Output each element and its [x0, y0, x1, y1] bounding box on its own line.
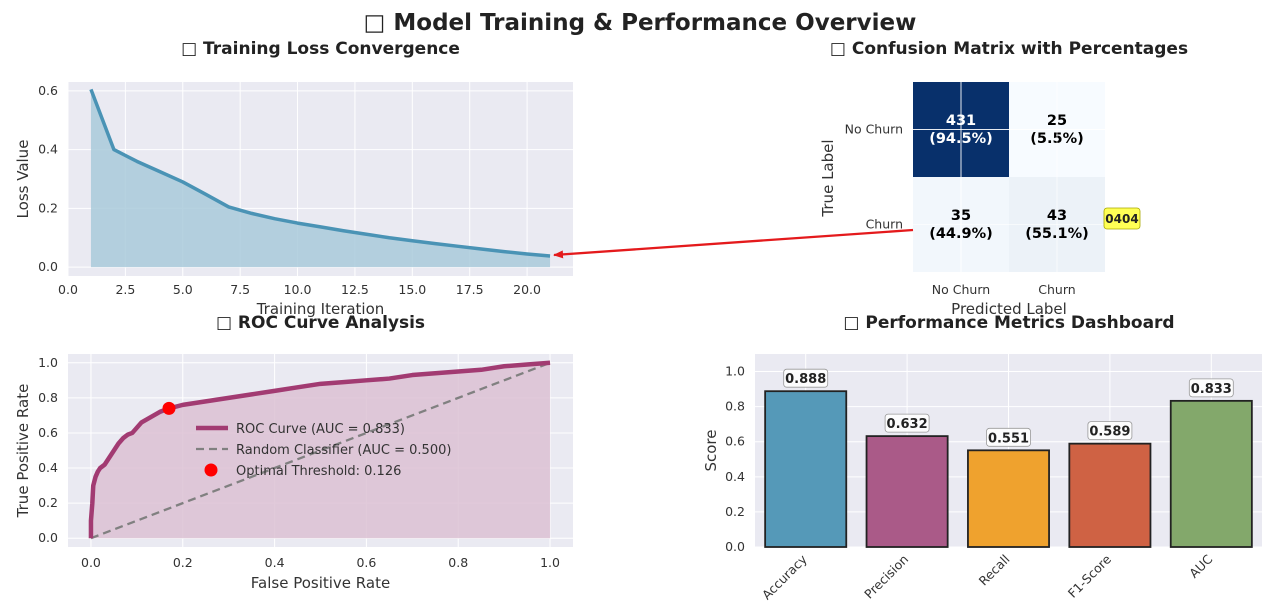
loss-y-tick-label: 0.6: [38, 83, 58, 98]
metric-category-label: Recall: [976, 552, 1013, 589]
loss-x-tick-label: 17.5: [456, 282, 484, 297]
optimal-threshold-point: [162, 401, 176, 415]
roc-title: □ ROC Curve Analysis: [216, 313, 425, 333]
confusion-x-axis-label: Predicted Label: [951, 300, 1067, 318]
loss-x-tick-label: 7.5: [230, 282, 250, 297]
metric-value-label: 0.632: [887, 417, 928, 432]
metrics-y-tick-label: 0.0: [725, 539, 745, 554]
roc-y-tick-label: 0.4: [38, 460, 58, 475]
loss-x-axis-label: Training Iteration: [256, 300, 385, 318]
loss-y-axis-label: Loss Value: [14, 140, 32, 219]
metrics-y-axis-label: Score: [702, 429, 720, 471]
loss-area: [90, 89, 551, 268]
roc-y-tick-label: 0.8: [38, 390, 58, 405]
loss-x-tick-label: 0.0: [58, 282, 78, 297]
legend-optimal-label: Optimal Threshold: 0.126: [236, 464, 401, 479]
loss-x-tick-label: 5.0: [173, 282, 193, 297]
roc-x-tick-label: 0.4: [265, 555, 285, 570]
loss-title: □ Training Loss Convergence: [181, 39, 460, 59]
roc-x-tick-label: 0.0: [81, 555, 101, 570]
roc-x-tick-label: 0.6: [356, 555, 376, 570]
random-classifier-line: [90, 361, 551, 540]
loss-x-tick-label: 12.5: [341, 282, 369, 297]
legend-optimal-swatch: [204, 463, 218, 477]
roc-y-tick-label: 0.2: [38, 495, 58, 510]
metric-value-label: 0.833: [1191, 382, 1232, 397]
metrics-y-tick-label: 0.6: [725, 434, 745, 449]
metric-bar: [967, 449, 1050, 548]
confusion-row-label: No Churn: [845, 122, 903, 137]
confusion-title: □ Confusion Matrix with Percentages: [830, 39, 1188, 59]
loss-y-tick-label: 0.4: [38, 142, 58, 157]
annotation-group: 0404: [553, 207, 1141, 259]
loss-x-tick-label: 20.0: [513, 282, 541, 297]
confusion-col-label: Churn: [1038, 282, 1075, 297]
metric-value-badge: [1087, 421, 1133, 441]
metrics-title: □ Performance Metrics Dashboard: [843, 313, 1174, 333]
legend-random-label: Random Classifier (AUC = 0.500): [236, 443, 451, 458]
annotation-label: 0404: [1105, 212, 1138, 226]
metrics-y-tick-label: 0.2: [725, 504, 745, 519]
confusion-col-label: No Churn: [932, 282, 990, 297]
metrics-y-tick-label: 0.8: [725, 399, 745, 414]
roc-y-tick-label: 0.0: [38, 530, 58, 545]
metrics-panel: 0.888 Accuracy 0.632 Precision 0.551 Recall 0.…: [702, 313, 1262, 602]
loss-panel: 0.0 2.5 5.0 7.5 10.0 12.5 15.0 17.5 20.0 0.0 0.2 0.…: [14, 39, 573, 318]
roc-x-axis-label: False Positive Rate: [251, 574, 390, 592]
metric-value-badge: [783, 368, 829, 388]
metric-bar: [764, 390, 848, 548]
loss-line: [89, 88, 551, 258]
metric-value-badge: [1188, 378, 1234, 398]
metric-value-label: 0.888: [785, 372, 826, 387]
loss-y-tick-label: 0.0: [38, 259, 58, 274]
metric-category-label: AUC: [1186, 551, 1215, 580]
annotation-arrow: [553, 228, 914, 259]
roc-x-tick-label: 0.8: [448, 555, 468, 570]
metric-value-label: 0.589: [1089, 425, 1130, 440]
loss-x-tick-label: 15.0: [398, 282, 426, 297]
metric-bar: [1169, 399, 1253, 548]
roc-x-tick-label: 1.0: [540, 555, 560, 570]
metrics-y-tick-label: 0.4: [725, 469, 745, 484]
metric-bar: [865, 435, 949, 548]
loss-x-tick-label: 2.5: [115, 282, 135, 297]
metric-category-label: Accuracy: [759, 551, 810, 602]
loss-x-tick-label: 10.0: [284, 282, 312, 297]
metric-bar: [1068, 442, 1152, 548]
metric-value-label: 0.551: [988, 431, 1029, 446]
annotation-badge: [1103, 207, 1141, 230]
metric-category-label: F1-Score: [1065, 551, 1114, 600]
metric-value-badge: [986, 427, 1031, 447]
roc-x-tick-label: 0.2: [173, 555, 193, 570]
roc-y-tick-label: 0.6: [38, 425, 58, 440]
roc-y-axis-label: True Positive Rate: [14, 384, 32, 519]
metrics-y-tick-label: 1.0: [725, 364, 745, 379]
roc-panel: 0.0 0.2 0.4 0.6 0.8 1.0 0.0 0.2 0.4 0.6 0.8 1.0 ROC …: [14, 313, 573, 592]
metric-category-label: Precision: [861, 552, 911, 602]
loss-y-tick-label: 0.2: [38, 200, 58, 215]
figure-title: □ Model Training & Performance Overview: [364, 10, 917, 36]
confusion-panel: 431(94.5%)25(5.5%)35(44.9%)43(55.1%)No C…: [819, 39, 1188, 318]
metric-value-badge: [884, 413, 930, 433]
confusion-y-axis-label: True Label: [819, 139, 837, 217]
confusion-row-label: Churn: [866, 217, 903, 232]
roc-y-tick-label: 1.0: [38, 355, 58, 370]
legend-roc-label: ROC Curve (AUC = 0.833): [236, 422, 405, 437]
